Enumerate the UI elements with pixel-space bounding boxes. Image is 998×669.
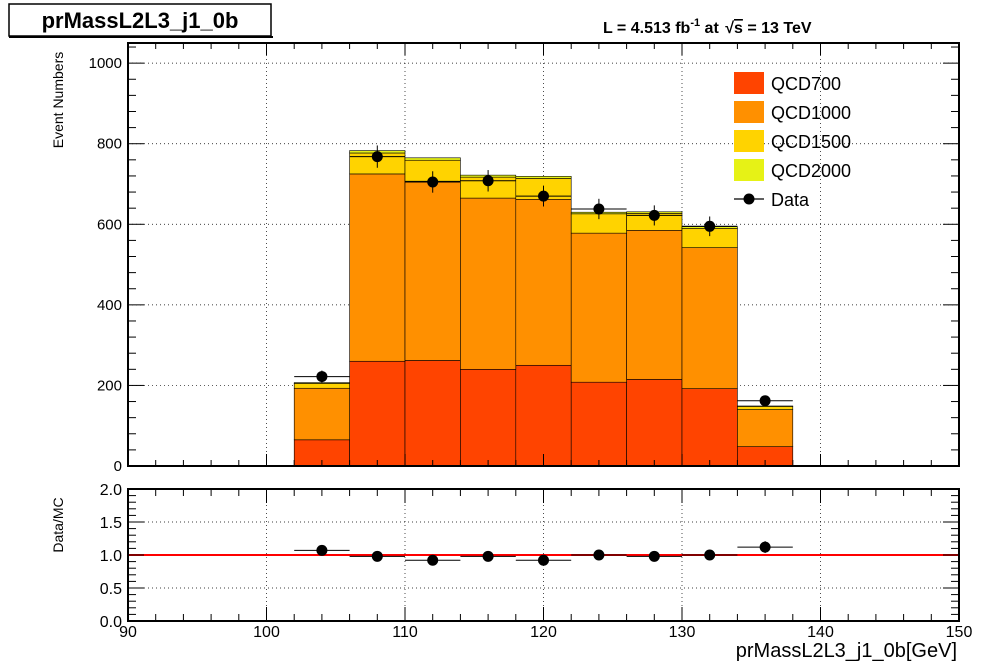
page-title: prMassL2L3_j1_0b	[42, 8, 239, 33]
lumi-label: L = 4.513 fb-1 at √s = 13 TeV	[603, 17, 812, 37]
y-tick-label: 800	[97, 136, 122, 153]
bar-qcd1500	[737, 406, 794, 410]
data-point	[538, 190, 549, 202]
legend-label-qcd1500: QCD1500	[771, 132, 851, 152]
ratio-point	[593, 549, 605, 561]
bar-qcd700	[626, 379, 683, 467]
x-tick-label: 140	[807, 624, 834, 641]
ratio-y-tick-label: 0.5	[100, 581, 122, 598]
data-points	[294, 145, 793, 407]
x-tick-label: 100	[253, 624, 280, 641]
ratio-point	[371, 550, 383, 562]
legend-swatch-qcd700	[734, 72, 764, 94]
data-point	[371, 151, 383, 163]
data-point	[648, 209, 660, 221]
bar-qcd1000	[570, 232, 627, 383]
data-point	[704, 220, 716, 232]
bar-qcd700	[404, 360, 461, 467]
y-tick-label: 0	[114, 458, 122, 475]
legend: QCD700 QCD1000 QCD1500 QCD2000 Data	[734, 72, 851, 210]
x-tick-label: 110	[392, 624, 418, 641]
y-tick-label: 1000	[89, 55, 122, 72]
y-tick-label: 200	[97, 377, 122, 394]
bar-qcd2000	[515, 176, 572, 179]
ratio-point	[759, 541, 771, 553]
x-tick-label: 130	[669, 624, 696, 641]
ratio-axes: 0.0 0.5 1.0 1.5 2.0 90 100 110 120 130 140 150	[100, 482, 973, 641]
ratio-plot-panel: 0.0 0.5 1.0 1.5 2.0 90 100 110 120 130 140 150 Data…	[50, 482, 972, 662]
ratio-point	[482, 550, 494, 562]
y-tick-label: 400	[97, 297, 122, 314]
y-tick-label: 600	[97, 216, 122, 233]
ratio-point	[704, 549, 716, 561]
ratio-point	[538, 554, 549, 566]
bar-qcd1000	[515, 199, 572, 366]
bar-qcd1000	[681, 247, 738, 389]
bar-qcd1000	[737, 409, 794, 447]
ratio-point	[427, 554, 439, 566]
ratio-points	[294, 541, 793, 566]
bar-qcd700	[349, 360, 406, 467]
ratio-y-axis-label: Data/MC	[50, 497, 66, 552]
ratio-y-tick-label: 1.0	[100, 548, 122, 565]
y-axis-label: Event Numbers	[50, 52, 66, 148]
title-box-shadow	[9, 36, 273, 38]
title-box-frame	[8, 3, 272, 37]
data-point	[427, 176, 439, 188]
bar-qcd1000	[460, 197, 517, 370]
bar-qcd1500	[293, 383, 350, 389]
data-point	[316, 371, 328, 383]
bar-qcd700	[515, 364, 572, 467]
bar-qcd1000	[626, 230, 683, 380]
legend-swatch-qcd1000	[734, 101, 764, 123]
ratio-point	[648, 550, 660, 562]
ratio-y-tick-label: 0.0	[100, 614, 122, 631]
data-point	[759, 395, 771, 407]
main-y-axis: 0 200 400 600 800 1000	[89, 43, 960, 475]
bar-qcd2000	[404, 157, 461, 161]
legend-data-marker	[743, 193, 755, 205]
ratio-y-tick-label: 2.0	[100, 482, 122, 499]
bar-qcd1000	[404, 180, 461, 361]
bar-qcd700	[460, 369, 517, 467]
bar-qcd2000	[293, 382, 350, 384]
legend-swatch-qcd1500	[734, 130, 764, 152]
data-point	[593, 203, 605, 215]
legend-label-qcd2000: QCD2000	[771, 161, 851, 181]
legend-label-qcd1000: QCD1000	[771, 103, 851, 123]
ratio-point	[316, 544, 328, 556]
title-box: prMassL2L3_j1_0b	[8, 3, 273, 38]
x-tick-label: 150	[946, 624, 973, 641]
legend-swatch-qcd2000	[734, 159, 764, 181]
bar-qcd1000	[293, 387, 350, 441]
x-tick-label: 120	[530, 624, 557, 641]
x-axis-label: prMassL2L3_j1_0b[GeV]	[736, 640, 957, 662]
ratio-y-tick-label: 1.5	[100, 515, 122, 532]
bar-qcd700	[570, 381, 627, 467]
legend-label-data: Data	[771, 190, 810, 210]
bar-qcd700	[681, 388, 738, 467]
x-tick-label: 90	[119, 624, 137, 641]
bar-qcd1000	[349, 173, 406, 362]
legend-label-qcd700: QCD700	[771, 74, 841, 94]
data-point	[482, 175, 494, 187]
